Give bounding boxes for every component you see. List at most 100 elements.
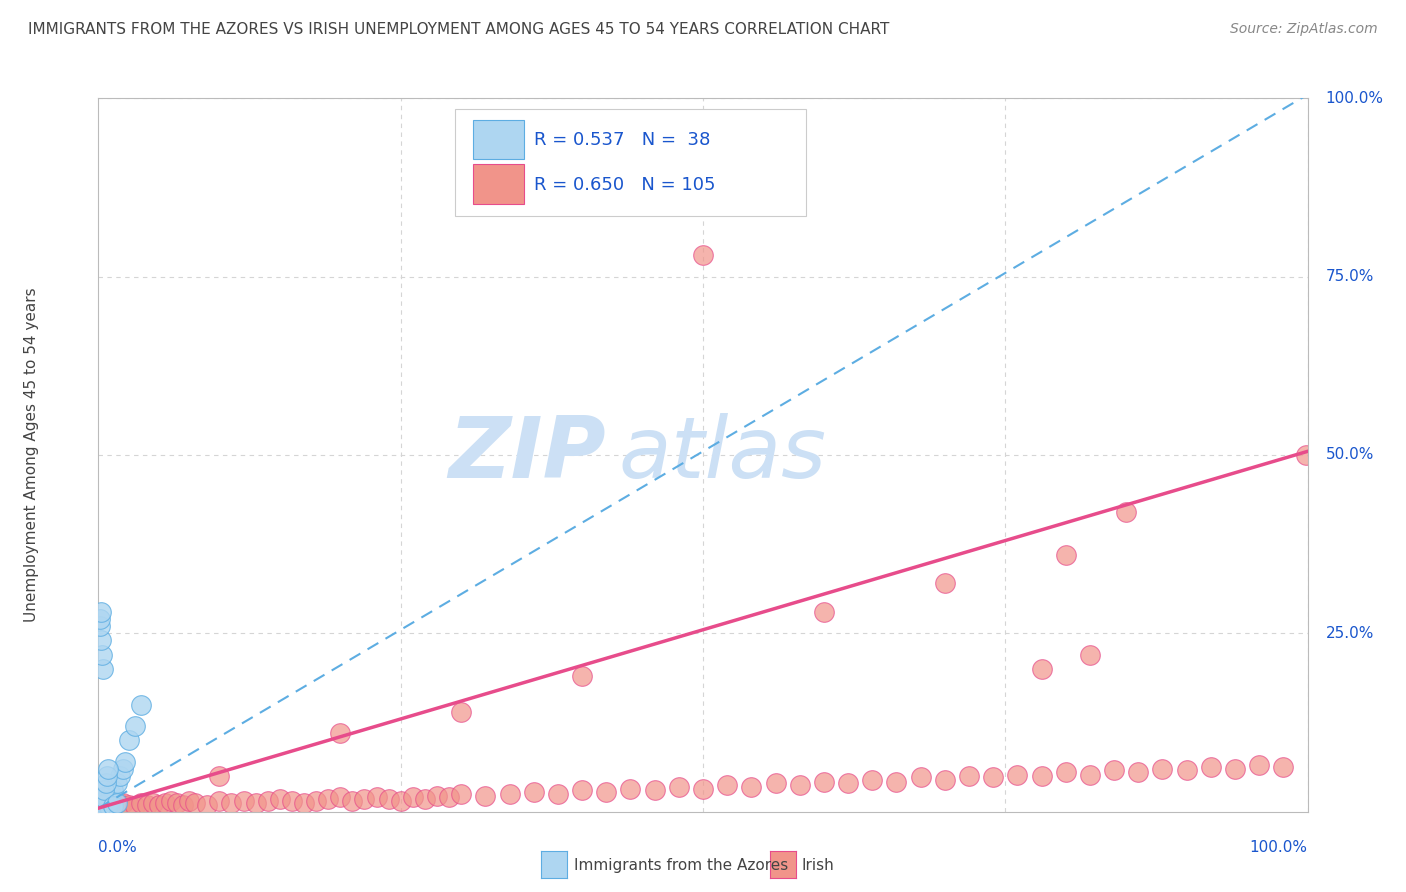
- Point: [1175, 764, 1198, 778]
- Point: [91, 798, 114, 813]
- Point: [426, 789, 449, 803]
- Point: [1102, 764, 1125, 778]
- Point: [87, 803, 110, 817]
- Point: [195, 797, 218, 812]
- Point: [329, 790, 352, 805]
- Point: [789, 778, 811, 792]
- Point: [87, 803, 110, 817]
- Point: [90, 605, 112, 619]
- Point: [1295, 448, 1317, 462]
- Point: [96, 769, 118, 783]
- Text: 0.0%: 0.0%: [98, 840, 138, 855]
- Point: [389, 794, 412, 808]
- Text: IMMIGRANTS FROM THE AZORES VS IRISH UNEMPLOYMENT AMONG AGES 45 TO 54 YEARS CORRE: IMMIGRANTS FROM THE AZORES VS IRISH UNEM…: [28, 22, 890, 37]
- Point: [668, 780, 690, 794]
- Point: [93, 783, 115, 797]
- Point: [316, 792, 339, 806]
- Point: [91, 801, 114, 815]
- Point: [813, 774, 835, 789]
- Point: [437, 790, 460, 805]
- Point: [98, 794, 121, 808]
- Point: [413, 792, 436, 806]
- Point: [91, 790, 114, 805]
- Point: [96, 790, 118, 805]
- Point: [94, 794, 117, 808]
- Text: Unemployment Among Ages 45 to 54 years: Unemployment Among Ages 45 to 54 years: [24, 287, 39, 623]
- Point: [91, 799, 114, 814]
- Point: [90, 633, 112, 648]
- Point: [208, 769, 231, 783]
- Point: [1152, 762, 1174, 776]
- Point: [957, 769, 980, 783]
- Point: [105, 796, 128, 810]
- Point: [124, 719, 146, 733]
- Point: [1223, 762, 1246, 776]
- Point: [91, 796, 114, 810]
- Point: [619, 781, 641, 796]
- Text: Source: ZipAtlas.com: Source: ZipAtlas.com: [1230, 22, 1378, 37]
- Point: [981, 771, 1004, 785]
- Point: [1031, 769, 1053, 783]
- Point: [547, 787, 569, 801]
- Point: [402, 790, 425, 805]
- Point: [91, 801, 114, 815]
- Point: [89, 612, 111, 626]
- Point: [716, 778, 738, 792]
- Point: [89, 801, 111, 815]
- Point: [94, 797, 117, 812]
- Point: [1054, 765, 1077, 780]
- Point: [153, 796, 176, 810]
- Text: Irish: Irish: [801, 858, 834, 872]
- Point: [177, 794, 201, 808]
- Point: [98, 794, 121, 808]
- Point: [172, 797, 194, 812]
- Point: [1249, 758, 1271, 772]
- FancyBboxPatch shape: [474, 120, 524, 159]
- Point: [740, 780, 762, 794]
- Point: [97, 796, 120, 810]
- Point: [101, 783, 124, 797]
- Point: [89, 799, 111, 814]
- Point: [208, 794, 231, 808]
- Point: [523, 785, 546, 799]
- Point: [129, 698, 152, 712]
- Point: [692, 781, 714, 796]
- Point: [342, 794, 364, 808]
- Point: [129, 796, 152, 810]
- Point: [498, 787, 520, 801]
- Point: [1128, 765, 1150, 780]
- Point: [148, 797, 170, 812]
- Point: [692, 248, 714, 262]
- Text: R = 0.650   N = 105: R = 0.650 N = 105: [534, 177, 716, 194]
- Point: [135, 797, 157, 812]
- Point: [91, 799, 114, 814]
- Text: 50.0%: 50.0%: [1326, 448, 1374, 462]
- Point: [100, 787, 122, 801]
- Point: [90, 797, 112, 812]
- Point: [595, 785, 617, 799]
- Point: [1272, 760, 1295, 774]
- Point: [329, 726, 352, 740]
- Point: [90, 800, 112, 814]
- Point: [105, 794, 128, 808]
- Point: [89, 619, 111, 633]
- Point: [377, 792, 399, 806]
- Point: [90, 802, 112, 816]
- Text: R = 0.537   N =  38: R = 0.537 N = 38: [534, 131, 710, 149]
- Point: [101, 799, 124, 814]
- Point: [450, 705, 472, 719]
- Point: [160, 794, 183, 808]
- Text: 100.0%: 100.0%: [1326, 91, 1384, 105]
- Point: [114, 755, 136, 769]
- Point: [94, 776, 117, 790]
- Text: ZIP: ZIP: [449, 413, 606, 497]
- Point: [111, 762, 134, 776]
- Point: [87, 802, 110, 816]
- FancyBboxPatch shape: [474, 164, 524, 203]
- Point: [1199, 760, 1222, 774]
- Point: [305, 794, 328, 808]
- Point: [886, 774, 908, 789]
- Point: [97, 797, 120, 812]
- Point: [644, 783, 666, 797]
- Point: [166, 796, 188, 810]
